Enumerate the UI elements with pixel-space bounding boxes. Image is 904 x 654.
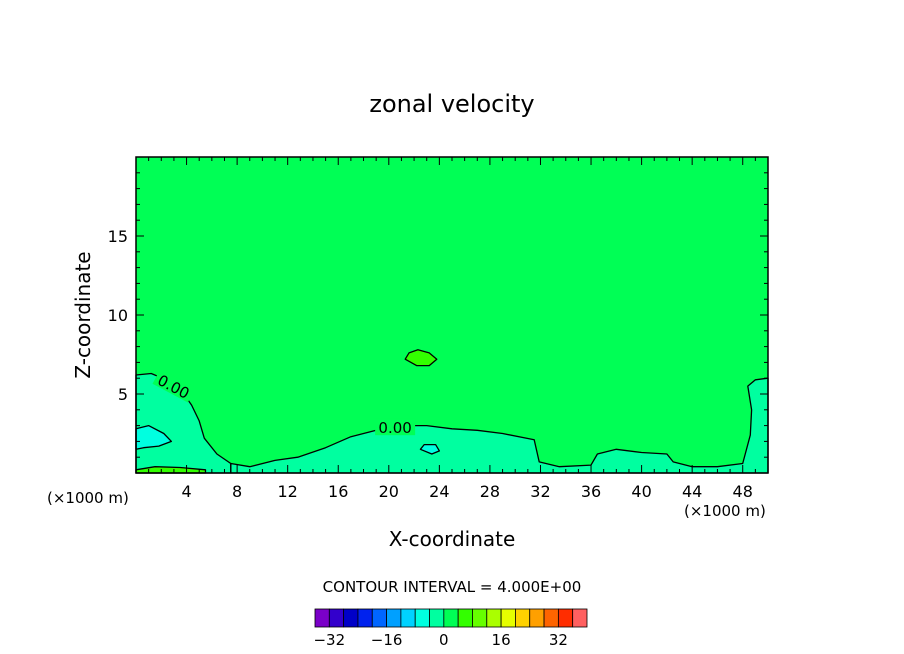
contour-line-negative-inner-mid — [419, 443, 441, 455]
x-tick-label: 28 — [480, 482, 500, 501]
colorbar-box — [443, 608, 459, 628]
colorbar-box — [386, 608, 402, 628]
contour-interval-label: CONTOUR INTERVAL = 4.000E+00 — [323, 578, 582, 596]
contour-line-negative-inner-left — [135, 424, 173, 450]
region-negative-inner-mid — [420, 444, 440, 454]
colorbar-box — [429, 608, 445, 628]
plot-area: 0.000.00 — [135, 156, 769, 474]
colorbar-box — [400, 608, 416, 628]
colorbar-box — [328, 608, 345, 628]
x-unit-note-right: (×1000 m) — [684, 502, 766, 520]
x-tick-label: 12 — [278, 482, 298, 501]
contour-label-bg — [152, 368, 196, 403]
contour-label: 0.00 — [378, 419, 411, 437]
colorbar-box — [500, 608, 516, 628]
region-negative-inner-left — [136, 425, 172, 450]
region-slightly-positive-blob — [405, 349, 437, 366]
x-tick-label: 32 — [530, 482, 550, 501]
x-tick-label: 40 — [631, 482, 651, 501]
colorbar — [314, 608, 588, 628]
colorbar-box — [371, 608, 387, 628]
y-tick-label: 5 — [118, 385, 128, 404]
y-axis: 5 10 15 — [108, 172, 768, 458]
x-tick-label: 36 — [581, 482, 601, 501]
colorbar-box — [457, 608, 473, 628]
contour-fills — [136, 157, 769, 473]
contour-line-negative-bottom-band — [230, 377, 769, 474]
colorbar-box — [557, 608, 574, 628]
colorbar-box — [515, 608, 531, 628]
x-tick-label: 16 — [328, 482, 348, 501]
colorbar-box — [314, 608, 330, 628]
colorbar-box — [529, 608, 545, 628]
colorbar-box — [343, 608, 359, 628]
contour-line-slightly-positive-blob — [404, 349, 438, 367]
colorbar-tick-label: 0 — [439, 631, 449, 649]
x-tick-label: 24 — [429, 482, 449, 501]
x-unit-note-left: (×1000 m) — [47, 489, 129, 507]
colorbar-box — [414, 608, 430, 628]
y-tick-label: 15 — [108, 227, 128, 246]
x-axis: 4 8 12 16 20 24 28 32 36 40 44 48 — [148, 157, 756, 501]
colorbar-tick-label: 32 — [549, 631, 568, 649]
x-tick-label: 4 — [181, 482, 191, 501]
x-axis-label: X-coordinate — [389, 527, 516, 551]
colorbar-box — [357, 608, 373, 628]
colorbar-ticks: −32 −16 0 16 32 — [313, 631, 567, 649]
region-negative-bottom-band — [230, 378, 769, 473]
x-tick-label: 8 — [232, 482, 242, 501]
x-tick-label: 48 — [733, 482, 753, 501]
y-axis-label: Z-coordinate — [71, 251, 95, 378]
y-tick-label: 10 — [108, 306, 128, 325]
contour-label-bg — [375, 418, 416, 436]
colorbar-tick-label: −32 — [313, 631, 345, 649]
colorbar-box — [543, 608, 559, 628]
colorbar-box — [472, 608, 488, 628]
chart-title: zonal velocity — [369, 90, 534, 118]
region-negative-left-low — [136, 373, 231, 473]
x-tick-label: 20 — [379, 482, 399, 501]
colorbar-box — [486, 608, 502, 628]
x-tick-label: 44 — [682, 482, 702, 501]
colorbar-tick-label: −16 — [371, 631, 403, 649]
colorbar-tick-label: 16 — [492, 631, 511, 649]
field-background — [136, 157, 768, 473]
colorbar-box — [572, 608, 588, 628]
